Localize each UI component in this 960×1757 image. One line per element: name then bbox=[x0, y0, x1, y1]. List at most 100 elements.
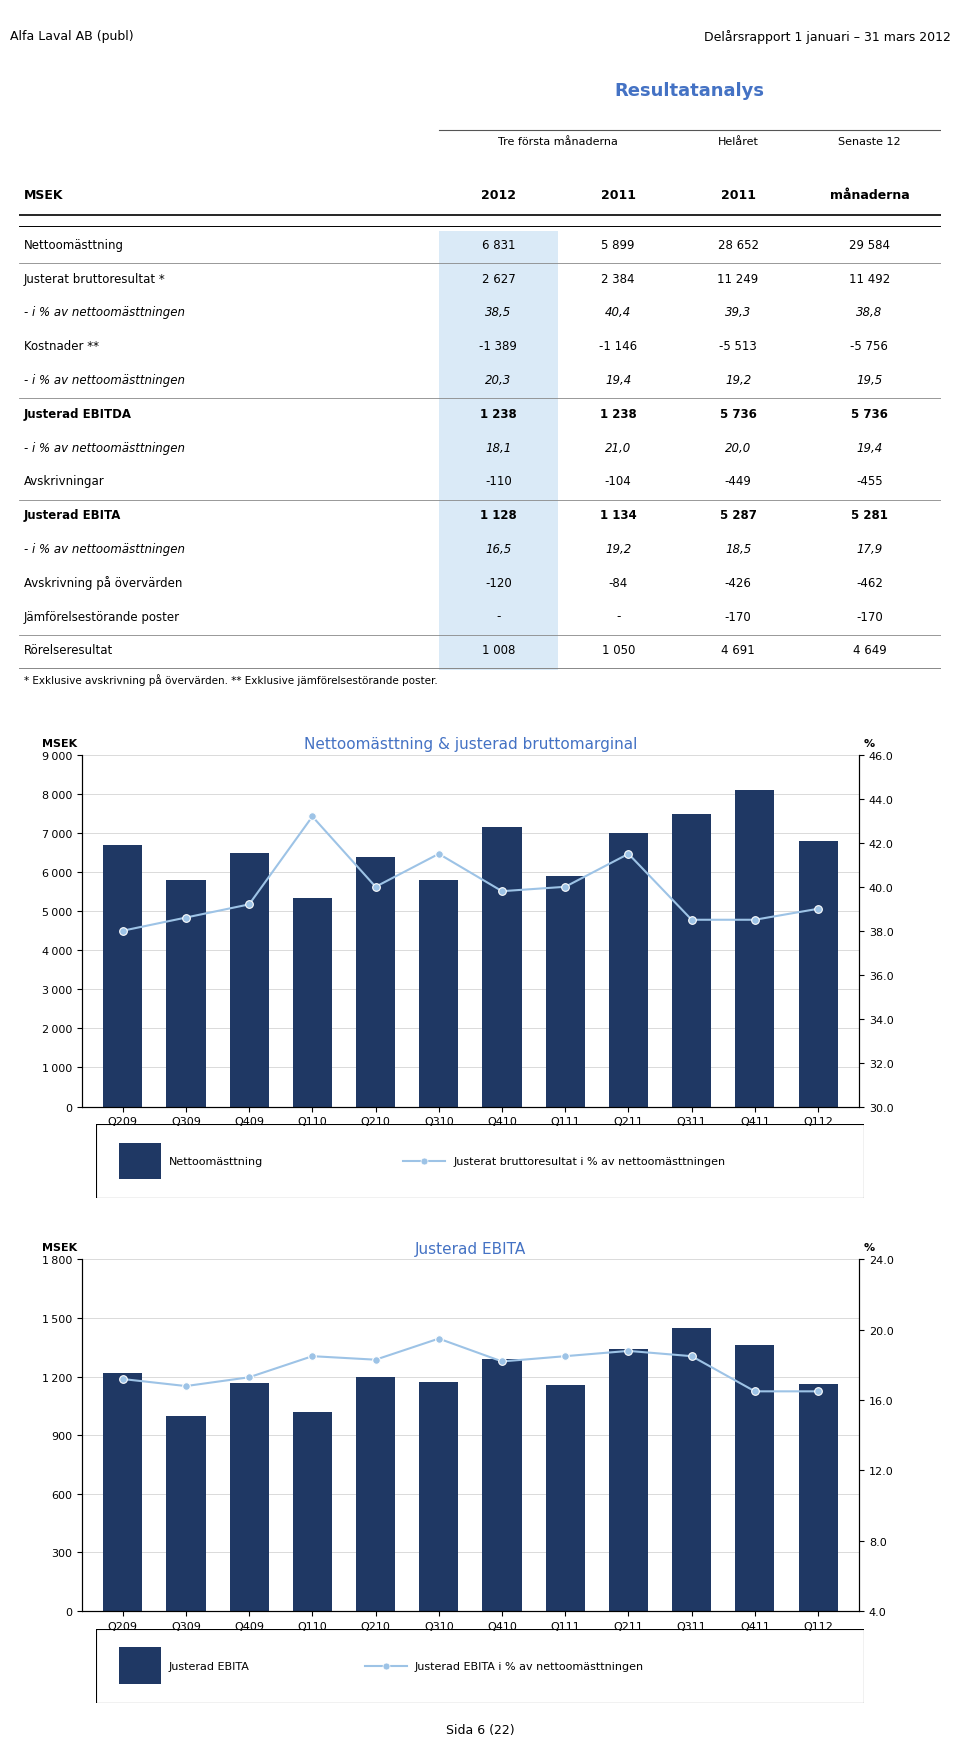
Title: Justerad EBITA: Justerad EBITA bbox=[415, 1240, 526, 1256]
Text: Jämförelsestörande poster: Jämförelsestörande poster bbox=[24, 610, 180, 624]
Text: MSEK: MSEK bbox=[24, 188, 63, 202]
Text: 2012: 2012 bbox=[481, 188, 516, 202]
Text: 20,0: 20,0 bbox=[725, 441, 751, 455]
Text: Delårsrapport 1 januari – 31 mars 2012: Delårsrapport 1 januari – 31 mars 2012 bbox=[704, 30, 950, 44]
Bar bbox=[420, 880, 458, 1107]
Bar bbox=[439, 569, 559, 603]
Text: 11 492: 11 492 bbox=[849, 272, 890, 285]
Text: 2011: 2011 bbox=[601, 188, 636, 202]
Bar bbox=[609, 1349, 648, 1611]
Text: 1 134: 1 134 bbox=[600, 510, 636, 522]
Text: Justerad EBITDA: Justerad EBITDA bbox=[24, 408, 132, 420]
Text: 38,5: 38,5 bbox=[486, 306, 512, 320]
Text: - i % av nettoomästtningen: - i % av nettoomästtningen bbox=[24, 374, 185, 387]
Bar bbox=[229, 854, 269, 1107]
Text: 2 384: 2 384 bbox=[602, 272, 635, 285]
Text: 19,5: 19,5 bbox=[856, 374, 882, 387]
Bar bbox=[439, 332, 559, 367]
Text: 38,8: 38,8 bbox=[856, 306, 882, 320]
Text: Sida 6 (22): Sida 6 (22) bbox=[445, 1724, 515, 1736]
Text: %: % bbox=[864, 1242, 876, 1253]
Text: Avskrivning på övervärden: Avskrivning på övervärden bbox=[24, 576, 182, 590]
Bar bbox=[293, 1413, 332, 1611]
Bar bbox=[119, 1144, 161, 1181]
Text: -: - bbox=[616, 610, 620, 624]
Text: Justerat bruttoresultat i % av nettoomästtningen: Justerat bruttoresultat i % av nettoomäs… bbox=[453, 1156, 725, 1167]
Bar bbox=[439, 401, 559, 434]
Bar bbox=[483, 828, 521, 1107]
Text: -455: -455 bbox=[856, 474, 882, 488]
Text: 1 128: 1 128 bbox=[480, 510, 516, 522]
Text: Alfa Laval AB (publ): Alfa Laval AB (publ) bbox=[10, 30, 133, 42]
Bar bbox=[672, 1328, 711, 1611]
Bar bbox=[439, 299, 559, 332]
Bar bbox=[735, 1346, 775, 1611]
Text: -426: -426 bbox=[725, 576, 752, 589]
Bar bbox=[356, 857, 396, 1107]
Text: 5 899: 5 899 bbox=[602, 239, 635, 251]
Text: 4 691: 4 691 bbox=[721, 643, 755, 657]
Text: -104: -104 bbox=[605, 474, 632, 488]
Text: 5 281: 5 281 bbox=[851, 510, 888, 522]
Text: Justerat bruttoresultat *: Justerat bruttoresultat * bbox=[24, 272, 165, 285]
Bar bbox=[439, 636, 559, 671]
Text: 1 008: 1 008 bbox=[482, 643, 516, 657]
Bar bbox=[439, 467, 559, 501]
Text: Nettoomästtning: Nettoomästtning bbox=[24, 239, 124, 251]
Bar bbox=[799, 1385, 838, 1611]
Text: 16,5: 16,5 bbox=[486, 543, 512, 555]
Bar bbox=[545, 1386, 585, 1611]
Text: Avskrivningar: Avskrivningar bbox=[24, 474, 105, 488]
Bar bbox=[799, 842, 838, 1107]
Text: 2 627: 2 627 bbox=[482, 272, 516, 285]
Bar bbox=[439, 367, 559, 401]
Text: 18,5: 18,5 bbox=[725, 543, 751, 555]
Text: Kostnader **: Kostnader ** bbox=[24, 341, 99, 353]
Text: Justerad EBITA: Justerad EBITA bbox=[24, 510, 121, 522]
Text: 19,4: 19,4 bbox=[605, 374, 632, 387]
Text: -84: -84 bbox=[609, 576, 628, 589]
Bar bbox=[420, 1381, 458, 1611]
Text: 39,3: 39,3 bbox=[725, 306, 751, 320]
Bar bbox=[119, 1648, 161, 1683]
Text: Resultatanalys: Resultatanalys bbox=[614, 83, 765, 100]
Text: Nettoomästtning: Nettoomästtning bbox=[169, 1156, 263, 1167]
Bar bbox=[293, 898, 332, 1107]
Text: -120: -120 bbox=[485, 576, 512, 589]
Bar bbox=[545, 877, 585, 1107]
Text: 19,2: 19,2 bbox=[725, 374, 751, 387]
Text: 11 249: 11 249 bbox=[717, 272, 758, 285]
Text: 1 238: 1 238 bbox=[480, 408, 516, 420]
Text: 1 050: 1 050 bbox=[602, 643, 635, 657]
Text: -5 513: -5 513 bbox=[719, 341, 756, 353]
Text: -110: -110 bbox=[485, 474, 512, 488]
Bar bbox=[103, 845, 142, 1107]
Text: Senaste 12: Senaste 12 bbox=[838, 137, 900, 148]
Text: Helåret: Helåret bbox=[718, 137, 758, 148]
Text: 5 736: 5 736 bbox=[720, 408, 756, 420]
Bar bbox=[439, 603, 559, 636]
Text: 21,0: 21,0 bbox=[605, 441, 632, 455]
Text: 29 584: 29 584 bbox=[849, 239, 890, 251]
Bar bbox=[439, 265, 559, 299]
Text: -170: -170 bbox=[725, 610, 752, 624]
Bar bbox=[439, 501, 559, 536]
Text: 20,3: 20,3 bbox=[486, 374, 512, 387]
Text: 5 287: 5 287 bbox=[720, 510, 756, 522]
Text: 19,2: 19,2 bbox=[605, 543, 632, 555]
Bar bbox=[672, 813, 711, 1107]
Text: månaderna: månaderna bbox=[829, 188, 909, 202]
Text: %: % bbox=[864, 738, 876, 748]
Text: MSEK: MSEK bbox=[41, 738, 77, 748]
Bar bbox=[166, 1416, 205, 1611]
Bar bbox=[735, 791, 775, 1107]
Text: 28 652: 28 652 bbox=[717, 239, 758, 251]
Text: 6 831: 6 831 bbox=[482, 239, 516, 251]
Text: -: - bbox=[496, 610, 500, 624]
Text: * Exklusive avskrivning på övervärden. ** Exklusive jämförelsestörande poster.: * Exklusive avskrivning på övervärden. *… bbox=[24, 673, 438, 685]
Text: Rörelseresultat: Rörelseresultat bbox=[24, 643, 113, 657]
Text: 1 238: 1 238 bbox=[600, 408, 636, 420]
Text: 5 736: 5 736 bbox=[851, 408, 888, 420]
Bar bbox=[103, 1372, 142, 1611]
Bar bbox=[166, 880, 205, 1107]
